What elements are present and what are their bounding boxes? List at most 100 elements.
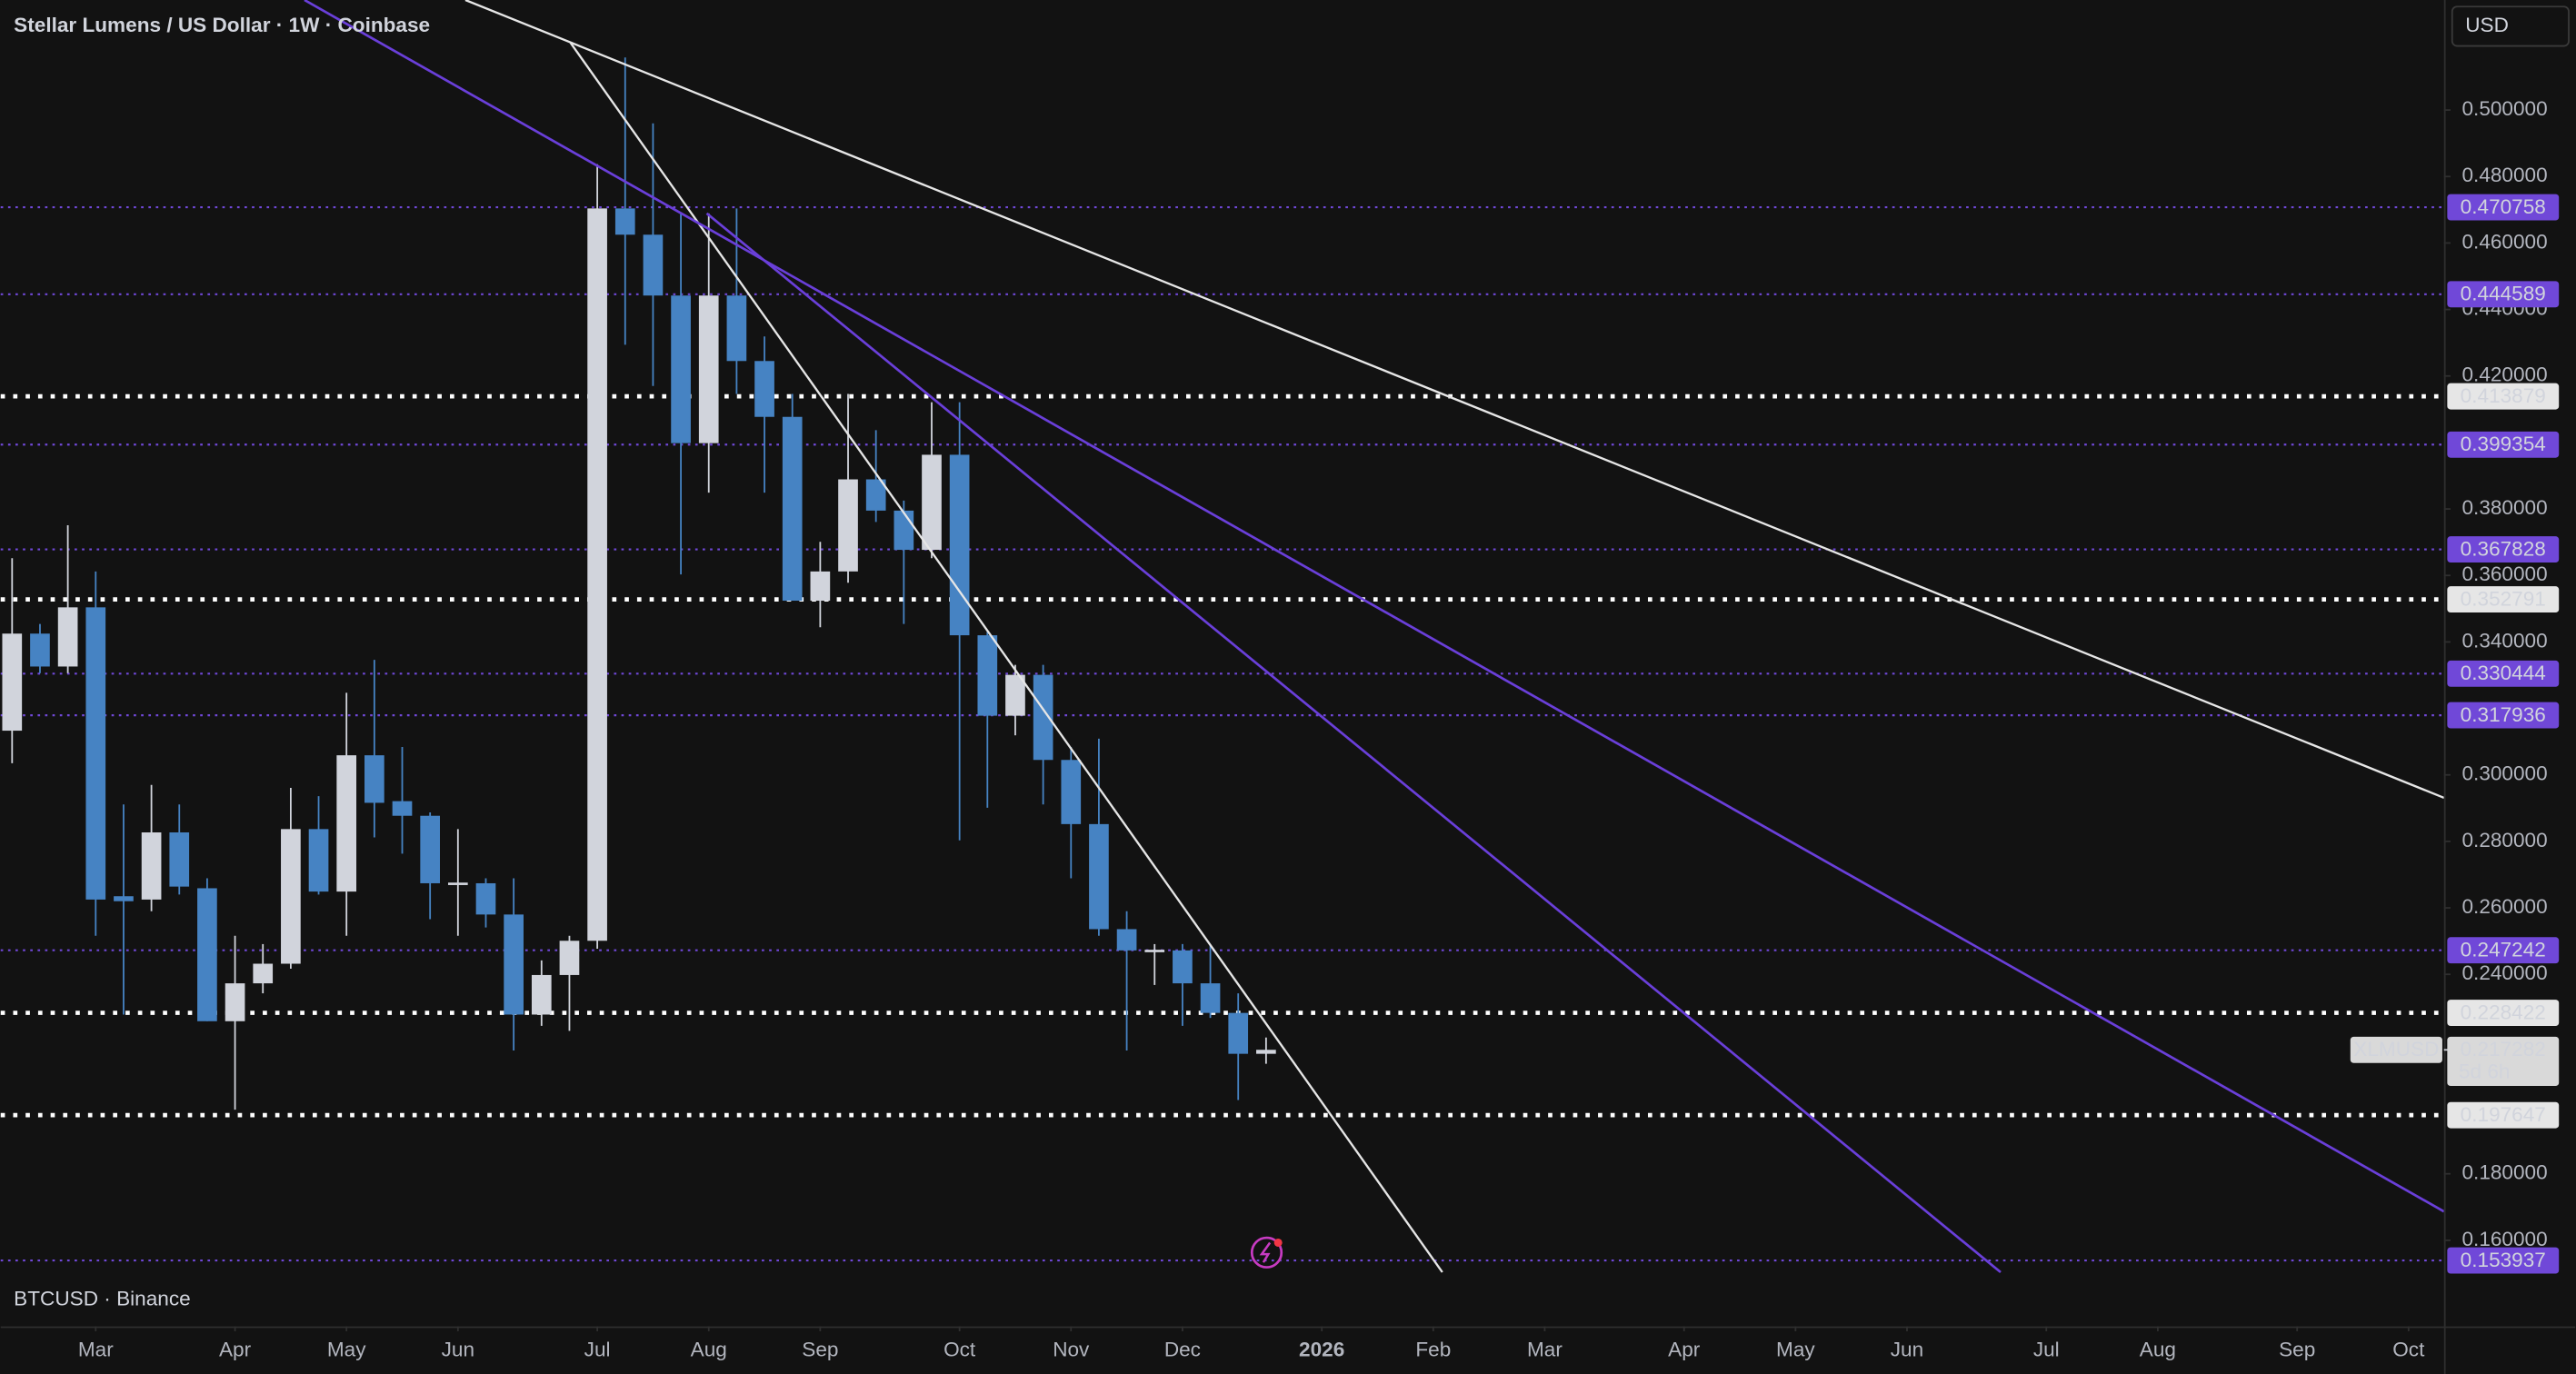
candle-body: [782, 416, 803, 602]
x-tick-label: Nov: [1053, 1339, 1090, 1361]
candle-body: [810, 571, 831, 602]
candle-body: [308, 829, 329, 892]
level-label-bg: [2447, 1247, 2560, 1274]
level-label: 0.399354: [2461, 433, 2546, 455]
last-price-bg: [2447, 1036, 2560, 1087]
x-tick-label: Oct: [944, 1339, 976, 1361]
plot-area: [0, 57, 2444, 1262]
y-tick-label: 0.300000: [2461, 762, 2547, 785]
currency-label: USD: [2465, 14, 2509, 36]
candle-body: [1228, 1012, 1249, 1054]
trend-line: [569, 42, 1443, 1273]
candle-body: [504, 914, 524, 1015]
candle-body: [85, 607, 106, 900]
level-label-bg: [2447, 194, 2560, 221]
level-label: 0.413879: [2461, 384, 2546, 407]
level-label-bg: [2447, 1101, 2560, 1129]
alert-icon[interactable]: [1250, 1236, 1283, 1269]
alert-bolt: [1259, 1241, 1272, 1263]
footer-symbol[interactable]: BTCUSD · Binance: [14, 1288, 190, 1310]
candle-body: [253, 963, 274, 984]
level-label-bg: [2447, 586, 2560, 613]
candle-body: [475, 882, 496, 915]
candle-body: [754, 361, 774, 417]
candle-body: [1144, 950, 1165, 952]
candle-body: [922, 454, 942, 551]
y-tick-label: 0.180000: [2461, 1161, 2547, 1184]
level-label: 0.352791: [2461, 587, 2546, 610]
y-tick-label: 0.480000: [2461, 164, 2547, 186]
candle-body: [894, 510, 914, 551]
candle-body: [559, 941, 580, 975]
y-tick-label: 0.280000: [2461, 829, 2547, 851]
level-label-bg: [2447, 660, 2560, 687]
time-scale: [0, 1326, 2444, 1374]
candle-body: [30, 633, 50, 667]
candle-body: [1256, 1050, 1276, 1054]
y-tick-label: 0.160000: [2461, 1228, 2547, 1250]
x-tick-label: Jun: [1891, 1339, 1923, 1361]
x-tick-label: Feb: [1415, 1339, 1451, 1361]
y-tick-label: 0.380000: [2461, 496, 2547, 519]
x-tick-label: Aug: [2140, 1339, 2176, 1361]
x-tick-label: Jun: [442, 1339, 474, 1361]
candle-body: [1089, 823, 1109, 930]
trend-lines: [304, 0, 2445, 1274]
candle-body: [1033, 674, 1053, 761]
level-label-bg: [2447, 1000, 2560, 1027]
x-tick-label: Sep: [802, 1339, 838, 1361]
candle-body: [141, 832, 162, 900]
candle-body: [364, 755, 384, 803]
x-tick-label: Jul: [2033, 1339, 2060, 1361]
level-label: 0.330444: [2461, 662, 2546, 684]
candle-body: [336, 755, 357, 892]
candle-body: [57, 607, 78, 667]
trend-line: [464, 0, 2445, 800]
level-label: 0.247242: [2461, 939, 2546, 961]
x-tick-label: May: [327, 1339, 366, 1361]
x-tick-label: Oct: [2392, 1339, 2425, 1361]
candle-body: [1116, 929, 1137, 951]
y-tick-label: 0.420000: [2461, 363, 2547, 386]
x-tick-label: Jul: [584, 1339, 611, 1361]
level-label-bg: [2447, 383, 2560, 410]
x-tick-label: Sep: [2279, 1339, 2315, 1361]
candle-body: [671, 295, 691, 443]
candle-body: [1200, 983, 1221, 1013]
y-tick-label: 0.240000: [2461, 961, 2547, 984]
symbol-label-bg: [2350, 1036, 2442, 1063]
candle-body: [643, 234, 664, 296]
x-tick-label: Apr: [219, 1339, 252, 1361]
level-label: 0.228422: [2461, 1001, 2546, 1023]
chart-title: Stellar Lumens / US Dollar · 1W · Coinba…: [14, 14, 430, 36]
y-tick-label: 0.260000: [2461, 895, 2547, 918]
countdown-label: 5d 6h: [2459, 1060, 2511, 1083]
symbol-label: XLMUSD: [2353, 1038, 2439, 1060]
level-label: 0.470758: [2461, 195, 2546, 218]
y-tick-label: 0.500000: [2461, 97, 2547, 120]
level-label: 0.444589: [2461, 283, 2546, 305]
x-tick-label: Mar: [78, 1339, 114, 1361]
level-label-bg: [2447, 937, 2560, 964]
price-scale: [2443, 0, 2576, 1374]
candle-body: [1173, 950, 1193, 984]
candle-body: [587, 208, 607, 941]
y-tick-label: 0.460000: [2461, 230, 2547, 253]
level-label-bg: [2447, 281, 2560, 308]
currency-button[interactable]: [2451, 5, 2570, 47]
x-tick-label: 2026: [1299, 1339, 1344, 1361]
y-tick-label: 0.340000: [2461, 629, 2547, 652]
x-tick-label: Dec: [1164, 1339, 1201, 1361]
candle-body: [977, 635, 998, 716]
x-tick-label: Apr: [1668, 1339, 1701, 1361]
candle-body: [420, 815, 441, 883]
candle-body: [949, 454, 970, 636]
candle-body: [169, 832, 190, 887]
candle-body: [726, 295, 747, 362]
candle-body: [614, 208, 635, 235]
level-label: 0.153937: [2461, 1249, 2546, 1271]
x-tick-label: Mar: [1527, 1339, 1563, 1361]
y-tick-label: 0.360000: [2461, 563, 2547, 585]
candle-body: [392, 801, 413, 816]
candle-body: [2, 633, 23, 732]
